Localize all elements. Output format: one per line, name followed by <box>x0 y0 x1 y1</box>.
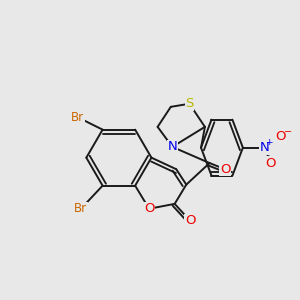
Text: O: O <box>275 130 285 143</box>
Text: Br: Br <box>74 202 88 215</box>
Text: Br: Br <box>71 111 84 124</box>
Text: −: − <box>284 127 292 137</box>
Text: O: O <box>185 214 195 227</box>
Text: N: N <box>167 140 177 153</box>
Text: O: O <box>144 202 154 215</box>
Text: N: N <box>260 141 269 154</box>
Text: +: + <box>265 138 272 147</box>
Text: O: O <box>220 163 230 176</box>
Text: S: S <box>185 97 194 110</box>
Text: O: O <box>266 157 276 169</box>
